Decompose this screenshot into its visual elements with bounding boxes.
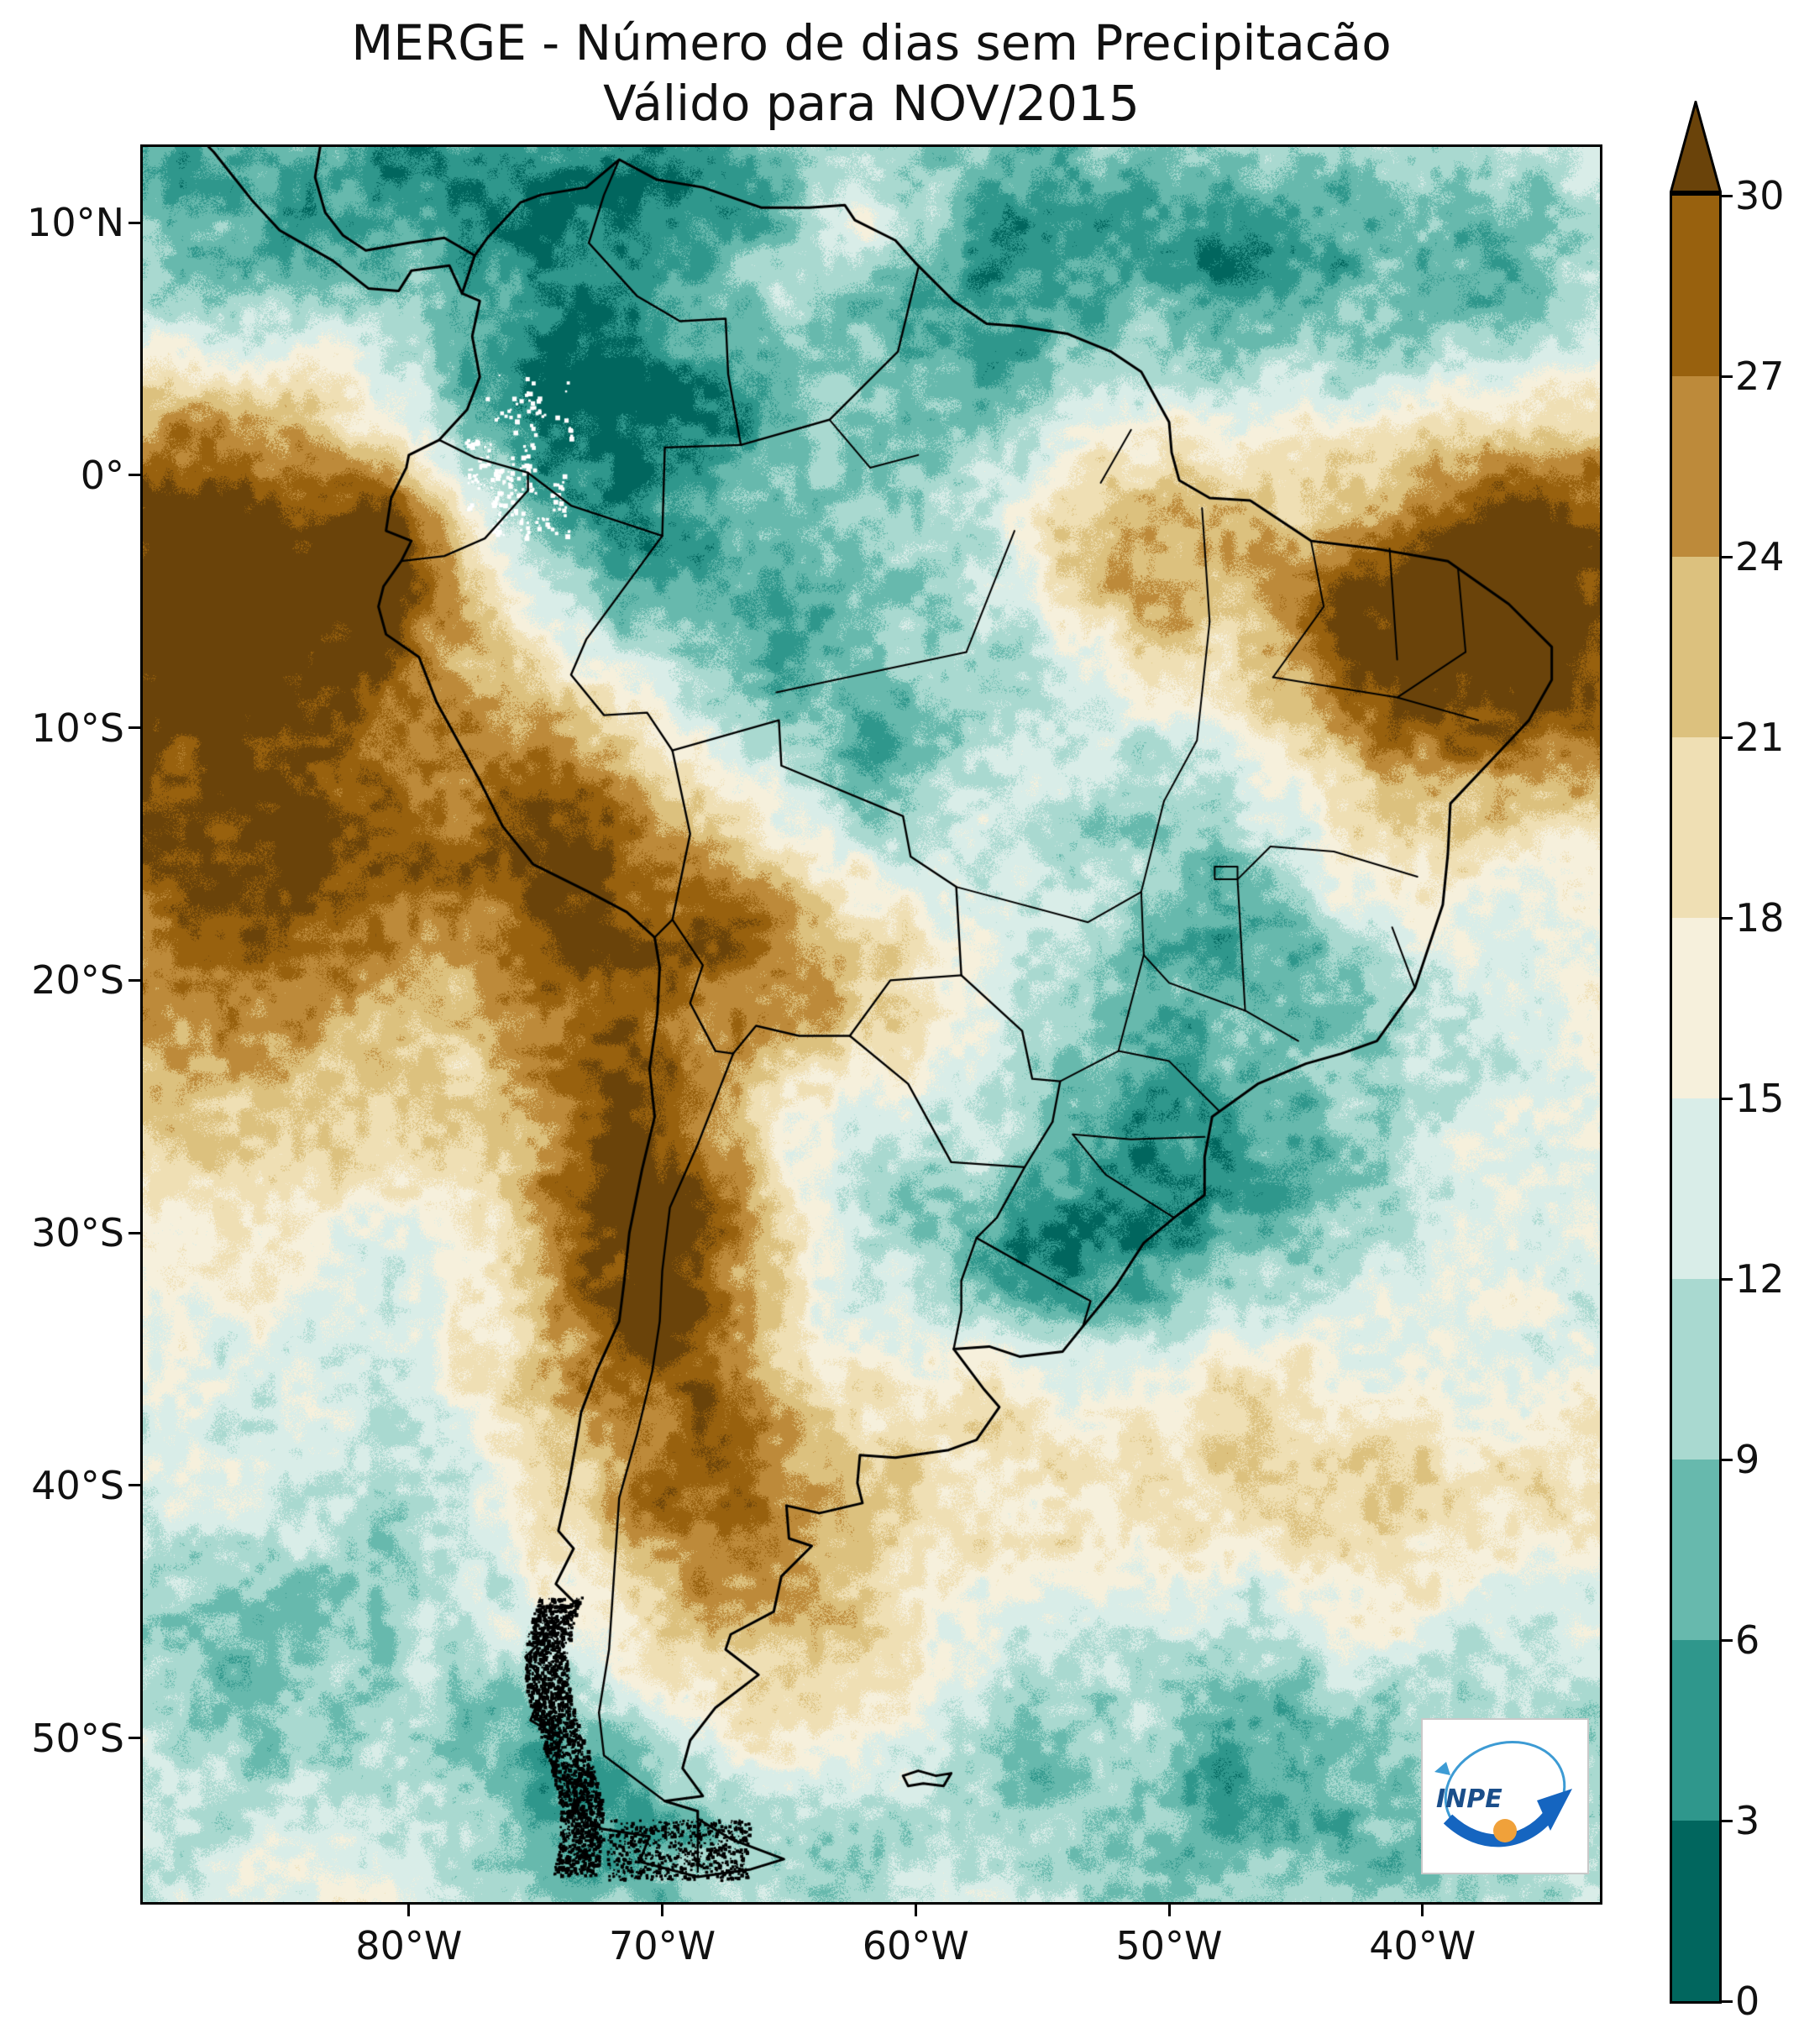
colorbar-tick-mark <box>1722 194 1733 197</box>
y-tick-mark <box>128 978 140 982</box>
colorbar-segment <box>1672 1098 1719 1279</box>
y-tick-label: 10°S <box>31 705 124 751</box>
y-tick-mark <box>128 726 140 730</box>
y-tick-label: 40°S <box>31 1462 124 1508</box>
colorbar-tick-mark <box>1722 736 1733 739</box>
colorbar-tick-mark <box>1722 916 1733 920</box>
map-frame <box>140 144 1602 1905</box>
colorbar-tick-label: 6 <box>1735 1617 1760 1663</box>
colorbar-tick-label: 24 <box>1735 534 1785 579</box>
colorbar-segment <box>1672 1821 1719 2001</box>
colorbar-tick-mark <box>1722 1819 1733 1822</box>
colorbar-tick-mark <box>1722 555 1733 558</box>
y-tick-mark <box>128 474 140 477</box>
y-tick-label: 10°N <box>27 200 124 246</box>
x-tick-label: 80°W <box>355 1923 463 1968</box>
colorbar-tick-mark <box>1722 1458 1733 1461</box>
colorbar-segment <box>1672 1279 1719 1460</box>
colorbar-tick-label: 15 <box>1735 1076 1785 1121</box>
colorbar-tick-label: 0 <box>1735 1978 1760 2024</box>
colorbar-segment <box>1672 737 1719 918</box>
x-tick-mark <box>407 1905 411 1916</box>
colorbar-tick-mark <box>1722 1277 1733 1281</box>
x-tick-label: 50°W <box>1115 1923 1223 1968</box>
x-tick-mark <box>661 1905 664 1916</box>
colorbar-segment <box>1672 196 1719 376</box>
title-line-1: MERGE - Número de dias sem Precipitacão <box>351 14 1392 71</box>
inpe-swoosh-arrowhead-icon <box>1537 1789 1572 1831</box>
map-canvas <box>143 147 1600 1902</box>
colorbar-segment <box>1672 918 1719 1098</box>
x-tick-label: 40°W <box>1369 1923 1476 1968</box>
figure-title: MERGE - Número de dias sem Precipitacão … <box>143 13 1600 134</box>
colorbar-tick-label: 12 <box>1735 1256 1785 1302</box>
x-tick-label: 70°W <box>609 1923 716 1968</box>
y-tick-label: 50°S <box>31 1715 124 1761</box>
colorbar-tick-label: 27 <box>1735 354 1785 399</box>
y-tick-label: 20°S <box>31 957 124 1004</box>
y-tick-label: 0° <box>80 452 124 498</box>
colorbar-tick-label: 3 <box>1735 1798 1760 1843</box>
x-tick-label: 60°W <box>862 1923 969 1968</box>
inpe-logo: INPE <box>1421 1718 1589 1874</box>
y-tick-label: 30°S <box>31 1210 124 1256</box>
colorbar <box>1670 193 1722 2004</box>
inpe-logo-text: INPE <box>1436 1785 1502 1814</box>
colorbar-segment <box>1672 376 1719 557</box>
x-tick-mark <box>1167 1905 1171 1916</box>
colorbar-tick-label: 30 <box>1735 173 1785 218</box>
colorbar-segment <box>1672 1460 1719 1640</box>
colorbar-over-arrow-shape <box>1670 101 1722 193</box>
x-tick-mark <box>914 1905 917 1916</box>
colorbar-tick-label: 18 <box>1735 895 1785 941</box>
inpe-orange-dot-icon <box>1493 1819 1517 1842</box>
title-line-2: Válido para NOV/2015 <box>603 74 1140 132</box>
colorbar-tick-mark <box>1722 1638 1733 1642</box>
colorbar-tick-mark <box>1722 1097 1733 1100</box>
x-tick-mark <box>1421 1905 1424 1916</box>
colorbar-tick-label: 9 <box>1735 1437 1760 1482</box>
colorbar-over-arrow <box>1670 101 1722 193</box>
y-tick-mark <box>128 1231 140 1234</box>
inpe-logo-graphic: INPE <box>1434 1741 1572 1847</box>
colorbar-segment <box>1672 557 1719 737</box>
y-tick-mark <box>128 221 140 224</box>
colorbar-segment <box>1672 1640 1719 1821</box>
y-tick-mark <box>128 1737 140 1740</box>
colorbar-tick-mark <box>1722 375 1733 378</box>
colorbar-tick-label: 21 <box>1735 715 1785 760</box>
colorbar-tick-mark <box>1722 1999 1733 2003</box>
inpe-orbit-arrowhead-icon <box>1434 1762 1450 1775</box>
y-tick-mark <box>128 1484 140 1487</box>
